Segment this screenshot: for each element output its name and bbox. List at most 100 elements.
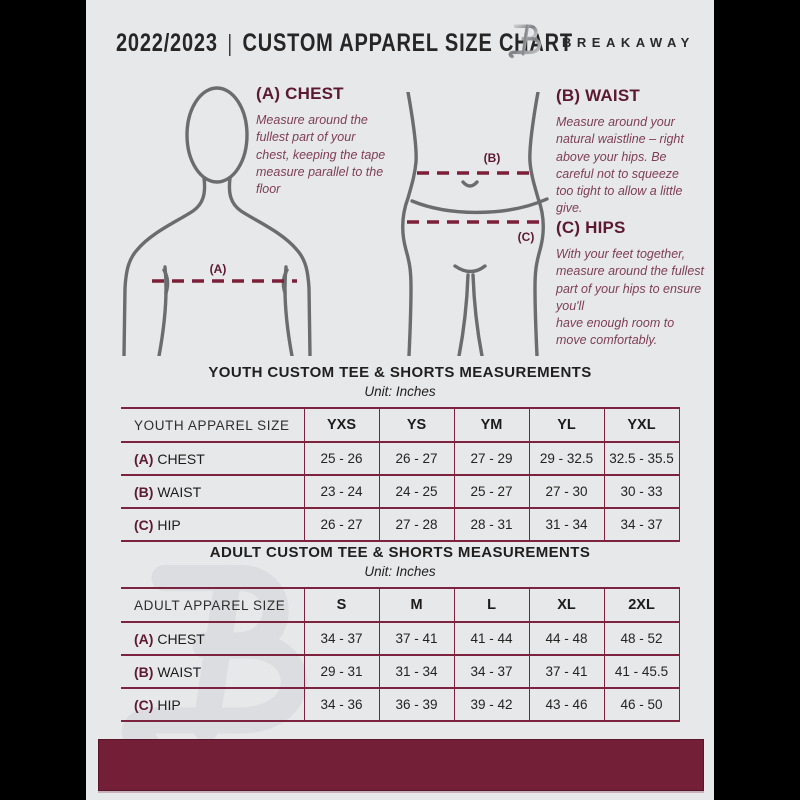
- chest-diagram-label: (A): [210, 262, 227, 276]
- size-cell: 27 - 28: [378, 508, 454, 541]
- size-cell: 31 - 34: [528, 508, 604, 541]
- upper-body-diagram: (A): [122, 86, 312, 356]
- row-label-prefix: (B): [134, 663, 158, 680]
- hips-instruction: (C) HIPS With your feet together, measur…: [556, 218, 704, 350]
- right-shoulder-outline: [227, 176, 312, 356]
- size-cell: 25 - 27: [453, 475, 529, 508]
- size-cell: 30 - 33: [603, 475, 680, 508]
- size-cell: 43 - 46: [528, 688, 604, 721]
- column-header: YM: [453, 408, 529, 442]
- row-label: (B) WAIST: [134, 483, 202, 500]
- row-label-prefix: (C): [134, 516, 158, 533]
- table-row: (A) CHEST 34 - 37 37 - 41 41 - 44 44 - 48 48 …: [121, 622, 680, 655]
- size-cell: 39 - 42: [453, 688, 529, 721]
- size-cell: 25 - 26: [303, 442, 379, 475]
- size-cell: 44 - 48: [528, 622, 604, 655]
- column-header: L: [453, 588, 529, 622]
- table-row: (C) HIP 34 - 36 36 - 39 39 - 42 43 - 46 46 - …: [121, 688, 680, 721]
- size-cell: 37 - 41: [528, 655, 604, 688]
- right-inner-leg-line: [471, 273, 484, 356]
- table-row: (A) CHEST 25 - 26 26 - 27 27 - 29 29 - 32.5 3…: [121, 442, 680, 475]
- column-header: M: [378, 588, 454, 622]
- lower-body-diagram: (B) (C): [401, 92, 549, 356]
- size-cell: 27 - 30: [528, 475, 604, 508]
- size-cell: 29 - 31: [303, 655, 379, 688]
- size-cell: 23 - 24: [303, 475, 379, 508]
- title-year: 2022/2023: [116, 29, 218, 57]
- head-outline: [185, 86, 249, 184]
- footer-accent-bar: [98, 739, 704, 791]
- column-header: YXL: [603, 408, 680, 442]
- size-cell: 24 - 25: [378, 475, 454, 508]
- column-header: YXS: [303, 408, 379, 442]
- youth-unit-label: Unit: Inches: [364, 384, 436, 399]
- column-header: XL: [528, 588, 604, 622]
- size-cell: 26 - 27: [303, 508, 379, 541]
- column-header: 2XL: [603, 588, 680, 622]
- row-label: (B) WAIST: [134, 663, 202, 680]
- size-cell: 32.5 - 35.5: [603, 442, 680, 475]
- adult-unit-label: Unit: Inches: [364, 564, 436, 579]
- table-row: (B) WAIST 23 - 24 24 - 25 25 - 27 27 - 30 30 …: [121, 475, 680, 508]
- adult-table-grid: ADULT APPAREL SIZE S M L XL 2XL (A) CHEST 34 - …: [121, 587, 680, 722]
- left-pec-line: [162, 268, 170, 295]
- waistband-curve: [410, 197, 549, 215]
- size-cell: 41 - 45.5: [603, 655, 680, 688]
- size-cell: 46 - 50: [603, 688, 680, 721]
- size-cell: 48 - 52: [603, 622, 680, 655]
- size-cell: 37 - 41: [378, 622, 454, 655]
- size-cell: 27 - 29: [453, 442, 529, 475]
- waist-instruction: (B) WAIST Measure around your natural wa…: [556, 86, 696, 218]
- size-cell: 29 - 32.5: [528, 442, 604, 475]
- hips-description-line2: have enough room to move comfortably.: [556, 316, 675, 348]
- row-label: (C) HIP: [134, 516, 181, 533]
- navel-curve: [461, 180, 479, 188]
- page-title: 2022/2023 | CUSTOM APPAREL SIZE CHART: [116, 29, 573, 58]
- right-hip-outline: [528, 92, 545, 356]
- adult-size-table: ADULT APPAREL SIZE S M L XL 2XL (A) CHEST 34 - …: [121, 587, 680, 722]
- youth-size-table: YOUTH APPAREL SIZE YXS YS YM YL YXL (A) CHEST 2…: [121, 407, 680, 542]
- row-label: (A) CHEST: [134, 630, 205, 647]
- hips-description: With your feet together, measure around …: [556, 247, 705, 313]
- waist-heading: (B) WAIST: [556, 86, 640, 105]
- chest-instruction: (A) CHEST Measure around the fullest par…: [256, 84, 390, 198]
- hips-heading: (C) HIPS: [556, 218, 626, 237]
- size-cell: 26 - 27: [378, 442, 454, 475]
- size-cell: 28 - 31: [453, 508, 529, 541]
- row-label-prefix: (B): [134, 483, 158, 500]
- waist-description: Measure around your natural waistline – …: [556, 115, 684, 216]
- row-label-prefix: (C): [134, 696, 158, 713]
- size-cell: 34 - 37: [453, 655, 529, 688]
- title-separator: |: [227, 30, 233, 56]
- watermark-b-logo: [121, 564, 307, 757]
- size-chart-page: 2022/2023 | CUSTOM APPAREL SIZE CHART BR…: [86, 0, 714, 800]
- right-arm-inner-line: [283, 265, 294, 356]
- left-inner-leg-line: [457, 273, 470, 356]
- size-cell: 31 - 34: [378, 655, 454, 688]
- size-cell: 34 - 37: [603, 508, 680, 541]
- chest-description: Measure around the fullest part of your …: [256, 113, 386, 196]
- left-hip-outline: [401, 92, 418, 356]
- waist-diagram-label: (B): [484, 151, 501, 165]
- row-label-prefix: (A): [134, 450, 158, 467]
- row-label: (C) HIP: [134, 696, 181, 713]
- youth-table-grid: YOUTH APPAREL SIZE YXS YS YM YL YXL (A) CHEST 2…: [121, 407, 680, 542]
- crotch-curve: [453, 264, 487, 274]
- breakaway-b-logo-icon: [508, 24, 542, 59]
- size-cell: 41 - 44: [453, 622, 529, 655]
- column-header: YOUTH APPAREL SIZE: [134, 417, 290, 433]
- chest-heading: (A) CHEST: [256, 84, 344, 103]
- column-header: ADULT APPAREL SIZE: [134, 597, 286, 613]
- row-label: (A) CHEST: [134, 450, 205, 467]
- size-cell: 36 - 39: [378, 688, 454, 721]
- youth-section-title: YOUTH CUSTOM TEE & SHORTS MEASUREMENTS: [208, 364, 592, 381]
- table-row: (C) HIP 26 - 27 27 - 28 28 - 31 31 - 34 34 - …: [121, 508, 680, 541]
- left-shoulder-outline: [122, 176, 207, 356]
- column-header: YS: [378, 408, 454, 442]
- table-row: (B) WAIST 29 - 31 31 - 34 34 - 37 37 - 41 41 …: [121, 655, 680, 688]
- size-cell: 34 - 36: [303, 688, 379, 721]
- size-cell: 34 - 37: [303, 622, 379, 655]
- adult-section-title: ADULT CUSTOM TEE & SHORTS MEASUREMENTS: [209, 544, 591, 561]
- column-header: YL: [528, 408, 604, 442]
